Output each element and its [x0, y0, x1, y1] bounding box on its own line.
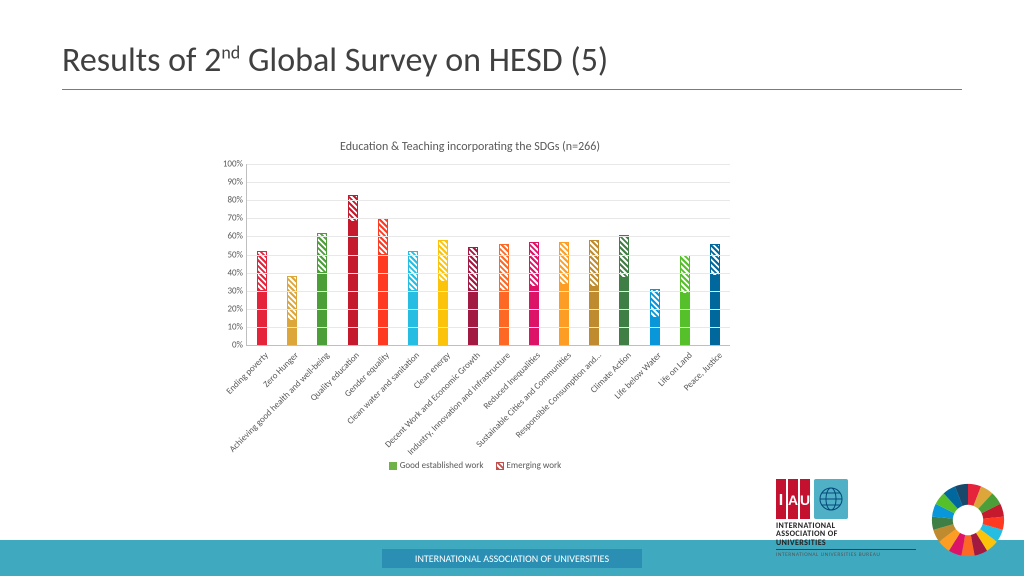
- bar-segment-good: [710, 276, 720, 345]
- title-post: Global Survey on HESD (5): [240, 40, 608, 81]
- bar: [408, 251, 418, 345]
- title-pre: Results of 2: [62, 40, 221, 81]
- svg-text:A: A: [788, 492, 798, 508]
- bar-segment-emerging: [650, 289, 660, 318]
- y-tick-label: 70%: [227, 213, 247, 224]
- bar-segment-emerging: [499, 244, 509, 291]
- bar-segment-emerging: [559, 242, 569, 285]
- bar-segment-emerging: [529, 242, 539, 287]
- bar-segment-good: [529, 287, 539, 345]
- y-tick-label: 100%: [223, 159, 247, 170]
- y-tick-label: 50%: [227, 249, 247, 260]
- y-tick-label: 60%: [227, 231, 247, 242]
- bar-segment-emerging: [589, 240, 599, 287]
- iau-name-line: UNIVERSITIES: [776, 539, 916, 547]
- y-tick-label: 80%: [227, 195, 247, 206]
- chart-x-labels: Ending povertyZero HungerAchieving good …: [246, 346, 730, 456]
- bar: [499, 244, 509, 345]
- chart-legend: Good established work Emerging work: [210, 460, 730, 471]
- y-tick-label: 10%: [227, 321, 247, 332]
- iau-letters-icon: I A U: [776, 479, 810, 519]
- y-tick-label: 20%: [227, 303, 247, 314]
- bar: [589, 240, 599, 345]
- y-tick-label: 0%: [232, 340, 247, 351]
- bar-segment-good: [257, 291, 267, 345]
- bar-segment-emerging: [438, 240, 448, 282]
- iau-divider: [776, 549, 916, 550]
- bar: [468, 247, 478, 345]
- bar-segment-emerging: [257, 251, 267, 291]
- bar-segment-good: [408, 291, 418, 345]
- title-rule: [62, 89, 962, 90]
- bar: [529, 242, 539, 345]
- bar-segment-good: [499, 291, 509, 345]
- title-sup: nd: [221, 42, 240, 64]
- bar-segment-good: [559, 285, 569, 345]
- y-tick-label: 30%: [227, 285, 247, 296]
- x-tick-label: Ending poverty: [224, 350, 271, 397]
- sdg-wheel-icon: [930, 482, 1006, 558]
- bar-segment-emerging: [287, 276, 297, 321]
- chart-plot: 0%10%20%30%40%50%60%70%80%90%100%: [246, 164, 730, 346]
- bar: [438, 240, 448, 345]
- legend-label-emerging: Emerging work: [507, 460, 562, 471]
- bar: [710, 244, 720, 345]
- bar: [257, 251, 267, 345]
- slide-title: Results of 2nd Global Survey on HESD (5): [62, 40, 962, 81]
- bar-segment-good: [589, 287, 599, 345]
- svg-text:I: I: [779, 492, 783, 509]
- bar-segment-good: [287, 321, 297, 345]
- y-tick-label: 40%: [227, 267, 247, 278]
- bar: [650, 289, 660, 345]
- legend-label-good: Good established work: [400, 460, 484, 471]
- logo-area: I A U INTERNATIONAL ASSOCIATION OF: [776, 479, 1006, 558]
- iau-globe-icon: [814, 479, 848, 519]
- bar-segment-emerging: [619, 235, 629, 278]
- footer-caption: INTERNATIONAL ASSOCIATION OF UNIVERSITIE…: [382, 549, 642, 568]
- iau-subtitle: INTERNATIONAL UNIVERSITIES BUREAU: [776, 552, 916, 558]
- legend-swatch-good: [389, 462, 397, 470]
- bar: [317, 233, 327, 345]
- bar-segment-good: [680, 294, 690, 345]
- bar-segment-good: [378, 255, 388, 345]
- iau-name: INTERNATIONAL ASSOCIATION OF UNIVERSITIE…: [776, 522, 916, 547]
- bar-segment-emerging: [408, 251, 418, 291]
- y-tick-label: 90%: [227, 177, 247, 188]
- slide: { "title": { "pre": "Results of 2", "sup…: [0, 0, 1024, 576]
- bar-segment-emerging: [317, 233, 327, 273]
- chart-title: Education & Teaching incorporating the S…: [210, 140, 730, 154]
- bar: [559, 242, 569, 345]
- title-block: Results of 2nd Global Survey on HESD (5): [62, 40, 962, 90]
- bar: [287, 276, 297, 345]
- svg-text:U: U: [800, 492, 810, 508]
- bar: [680, 255, 690, 346]
- iau-logo-top: I A U: [776, 479, 916, 519]
- iau-logo: I A U INTERNATIONAL ASSOCIATION OF: [776, 479, 916, 558]
- chart: Education & Teaching incorporating the S…: [210, 140, 730, 471]
- legend-swatch-emerging: [496, 462, 504, 470]
- bar-segment-emerging: [680, 255, 690, 295]
- bar-segment-good: [619, 278, 629, 345]
- bar-segment-good: [650, 318, 660, 345]
- bar-segment-good: [468, 291, 478, 345]
- bar-segment-emerging: [710, 244, 720, 277]
